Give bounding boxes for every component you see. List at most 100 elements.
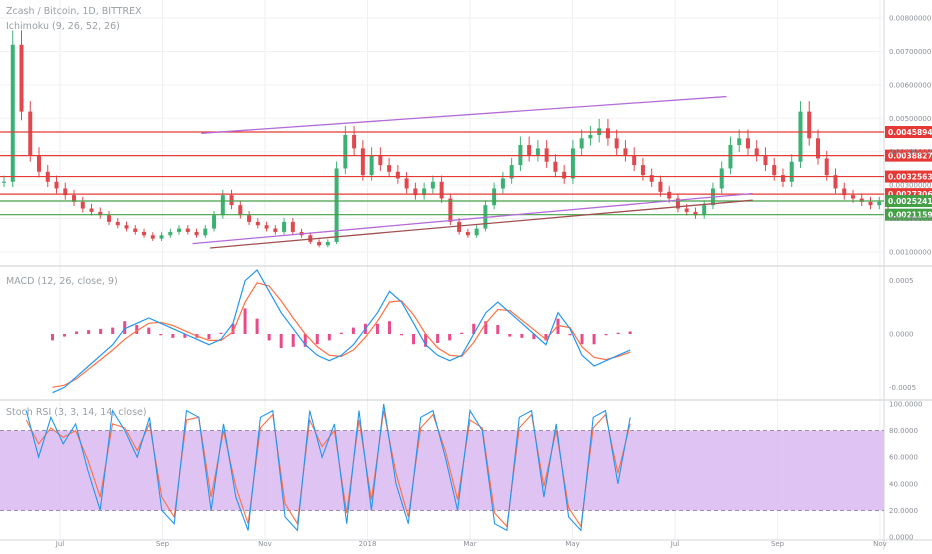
ichimoku-label[interactable]: Ichimoku (9, 26, 52, 26) (6, 21, 120, 32)
candle-body[interactable] (605, 128, 610, 139)
candle-body[interactable] (80, 201, 85, 209)
candle-body[interactable] (404, 178, 409, 189)
candle-body[interactable] (562, 171, 567, 179)
candle-body[interactable] (133, 228, 138, 232)
candle-body[interactable] (395, 171, 400, 179)
candle-body[interactable] (107, 215, 112, 222)
candle-body[interactable] (824, 158, 829, 176)
candle-body[interactable] (185, 228, 190, 232)
candle-body[interactable] (745, 138, 750, 149)
candle-body[interactable] (658, 181, 663, 192)
candle-body[interactable] (10, 44, 15, 182)
candle-body[interactable] (177, 228, 182, 232)
candle-body[interactable] (850, 195, 855, 199)
candle-body[interactable] (430, 181, 435, 189)
candle-body[interactable] (719, 168, 724, 189)
candle-body[interactable] (649, 175, 654, 182)
candle-body[interactable] (19, 44, 24, 112)
candle-body[interactable] (772, 165, 777, 176)
candle-body[interactable] (89, 208, 94, 212)
candle-body[interactable] (142, 231, 147, 236)
candle-body[interactable] (675, 198, 680, 209)
candle-body[interactable] (815, 138, 820, 159)
candle-body[interactable] (387, 165, 392, 172)
candle-body[interactable] (2, 181, 6, 183)
candle-body[interactable] (194, 231, 199, 236)
candle-body[interactable] (220, 195, 225, 216)
candle-body[interactable] (859, 198, 864, 202)
candle-body[interactable] (229, 195, 234, 206)
candle-body[interactable] (28, 111, 33, 156)
candle-body[interactable] (789, 161, 794, 182)
candle-body[interactable] (238, 205, 243, 216)
candle-body[interactable] (159, 235, 164, 239)
candle-body[interactable] (150, 235, 155, 239)
candle-body[interactable] (457, 221, 462, 232)
candle-body[interactable] (168, 231, 173, 236)
candle-body[interactable] (413, 188, 418, 196)
stoch-rsi-pane[interactable] (0, 403, 884, 532)
candle-body[interactable] (98, 211, 103, 216)
candle-body[interactable] (763, 155, 768, 166)
stoch-k-line[interactable] (25, 403, 631, 532)
candle-body[interactable] (737, 138, 742, 146)
candle-body[interactable] (422, 188, 427, 196)
candle-body[interactable] (247, 215, 252, 222)
stoch-d-line[interactable] (25, 410, 631, 528)
candle-body[interactable] (465, 231, 470, 236)
candle-body[interactable] (588, 135, 593, 139)
candle-body[interactable] (448, 198, 453, 222)
candle-body[interactable] (115, 221, 120, 226)
candle-body[interactable] (614, 138, 619, 149)
price-pane[interactable]: 0.00458945 0.00388274 0.00325635 0.00273063… (0, 30, 932, 249)
candle-body[interactable] (780, 175, 785, 182)
macd-pane[interactable] (51, 269, 632, 394)
trend-line[interactable] (192, 192, 753, 245)
candle-body[interactable] (509, 165, 514, 179)
macd-signal-line[interactable] (52, 282, 631, 388)
candle-body[interactable] (290, 221, 295, 232)
candle-body[interactable] (684, 208, 689, 212)
candle-body[interactable] (798, 111, 803, 162)
macd-label[interactable]: MACD (12, 26, close, 9) (6, 276, 118, 287)
candle-body[interactable] (702, 205, 707, 216)
candle-body[interactable] (264, 225, 269, 229)
candle-body[interactable] (492, 188, 497, 206)
candle-body[interactable] (570, 148, 575, 179)
candle-body[interactable] (369, 155, 374, 176)
candle-body[interactable] (325, 241, 330, 246)
candle-body[interactable] (842, 188, 847, 196)
candle-body[interactable] (334, 168, 339, 242)
candle-body[interactable] (474, 228, 479, 236)
candle-body[interactable] (833, 175, 838, 189)
candle-body[interactable] (754, 148, 759, 156)
trend-line[interactable] (210, 199, 753, 249)
candle-body[interactable] (500, 178, 505, 189)
candle-body[interactable] (282, 221, 287, 232)
candle-body[interactable] (632, 155, 637, 166)
candle-body[interactable] (877, 201, 882, 206)
candle-body[interactable] (553, 161, 558, 172)
candle-body[interactable] (124, 225, 129, 229)
macd-line[interactable] (52, 269, 631, 394)
candle-body[interactable] (579, 138, 584, 149)
stoch-label[interactable]: Stoch RSI (3, 3, 14, 14, close) (6, 407, 147, 418)
candle-body[interactable] (623, 148, 628, 156)
candle-body[interactable] (527, 145, 532, 156)
candle-body[interactable] (360, 148, 365, 176)
candle-body[interactable] (255, 221, 260, 226)
candle-body[interactable] (212, 215, 217, 229)
candle-body[interactable] (667, 191, 672, 199)
candle-body[interactable] (63, 188, 68, 196)
candle-body[interactable] (37, 155, 42, 172)
candle-body[interactable] (352, 135, 357, 149)
candle-body[interactable] (317, 241, 322, 246)
trend-line[interactable] (201, 95, 727, 134)
candle-body[interactable] (203, 228, 208, 236)
candle-body[interactable] (728, 145, 733, 169)
candle-body[interactable] (535, 148, 540, 156)
candle-body[interactable] (273, 228, 278, 232)
candle-body[interactable] (439, 181, 444, 199)
